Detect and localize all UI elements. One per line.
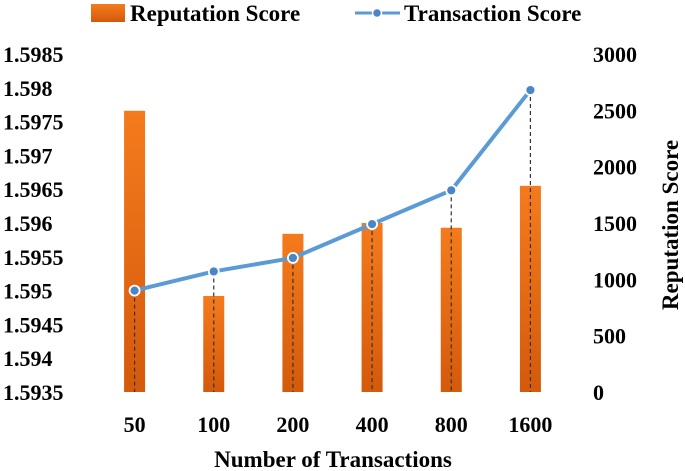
x-axis-ticks: 50 100 200 400 800 1600: [124, 412, 553, 437]
left-tick-label: 1.598: [3, 76, 53, 101]
legend-swatch-reputation: [91, 4, 125, 22]
point-800: [445, 184, 458, 197]
x-axis-title: Number of Transactions: [214, 447, 452, 471]
left-axis-ticks: 1.5935 1.594 1.5945 1.595 1.5955 1.596 1.5965 1…: [3, 42, 64, 405]
right-tick-label: 2000: [593, 155, 637, 180]
legend-label-transaction: Transaction Score: [404, 1, 581, 26]
bar-50: [124, 110, 146, 392]
left-tick-label: 1.5935: [3, 380, 64, 405]
right-tick-label: 2500: [593, 98, 637, 123]
point-1600: [524, 84, 537, 96]
bar-200: [282, 233, 304, 392]
x-tick-label: 1600: [508, 412, 552, 437]
x-tick-label: 400: [356, 412, 389, 437]
right-tick-label: 500: [593, 324, 626, 349]
right-tick-label: 1000: [593, 267, 637, 292]
right-axis-ticks: 0 500 1000 1500 2000 2500 3000: [593, 42, 637, 405]
left-tick-label: 1.5975: [3, 110, 64, 135]
left-tick-label: 1.597: [3, 143, 53, 168]
point-50: [128, 284, 141, 297]
x-tick-label: 100: [197, 412, 230, 437]
left-tick-label: 1.594: [3, 346, 53, 371]
left-tick-label: 1.5945: [3, 312, 64, 337]
right-tick-label: 0: [593, 380, 604, 405]
x-tick-label: 50: [124, 412, 146, 437]
right-tick-label: 3000: [593, 42, 637, 67]
x-tick-label: 800: [435, 412, 468, 437]
legend-label-reputation: Reputation Score: [130, 1, 300, 26]
left-tick-label: 1.5985: [3, 42, 64, 67]
bar-400: [361, 223, 383, 392]
left-tick-label: 1.5955: [3, 245, 64, 270]
x-tick-label: 200: [276, 412, 309, 437]
left-tick-label: 1.595: [3, 279, 53, 304]
left-tick-label: 1.5965: [3, 177, 64, 202]
right-axis-title: Reputation Score: [658, 140, 683, 310]
legend-marker-transaction: [371, 7, 383, 19]
point-100: [207, 265, 220, 278]
plot-area: [124, 84, 541, 392]
transaction-score-line: [134, 88, 532, 293]
right-tick-label: 1500: [593, 211, 637, 236]
point-200: [287, 252, 299, 264]
legend: Reputation Score Transaction Score: [91, 1, 581, 26]
point-400: [366, 218, 378, 231]
left-tick-label: 1.596: [3, 211, 53, 236]
